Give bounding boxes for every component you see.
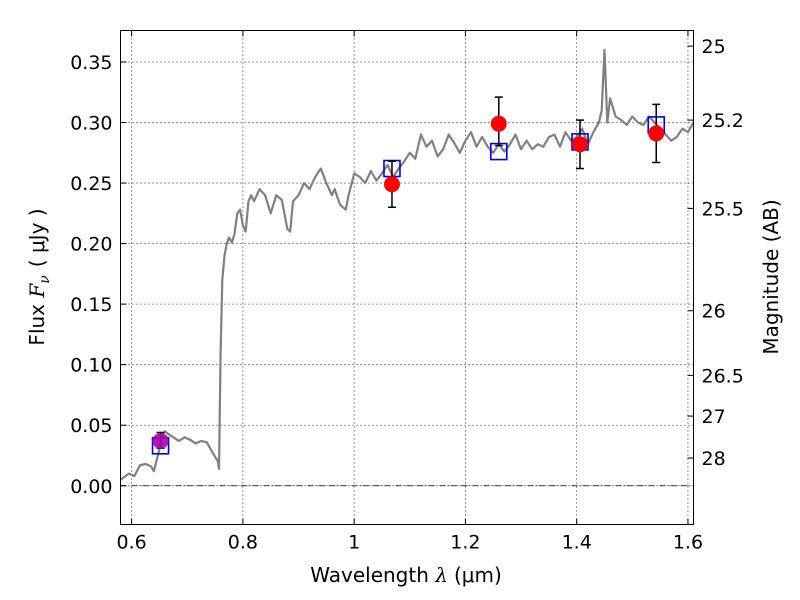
observed-point: [152, 432, 169, 449]
y-tick-label: 0.00: [70, 476, 112, 498]
y-axis-label-symbol: F: [25, 283, 49, 299]
magnitude-tick-label: 25: [702, 36, 726, 58]
y-tick-label: 0.20: [70, 234, 112, 256]
observed-point: [383, 176, 400, 193]
magnitude-tick-label: 28: [702, 448, 726, 470]
x-tick-label: 0.6: [117, 532, 147, 554]
magnitude-tick-label: 25.5: [702, 198, 744, 220]
x-axis-label: Wavelength λ (μm): [310, 563, 502, 587]
y-tick-label: 0.10: [70, 355, 112, 377]
y-axis-label: Flux Fν ( μJy ): [25, 208, 53, 345]
spectrum-series: [119, 48, 695, 481]
observed-point: [648, 125, 665, 142]
y-tick-label: 0.35: [70, 52, 112, 74]
magnitude-tick-label: 25.2: [702, 110, 744, 132]
y-tick-label: 0.30: [70, 113, 112, 135]
x-tick-label: 0.8: [228, 532, 258, 554]
y-tick-label: 0.25: [70, 173, 112, 195]
y-axis-label-subscript: ν: [37, 275, 53, 284]
y-tick-labels: 0.00 0.05 0.10 0.15 0.20 0.25 0.30 0.35: [70, 52, 112, 498]
observed-point: [572, 136, 589, 153]
y-axis-label-unit: ( μJy ): [25, 208, 49, 267]
magnitude-tick-label: 27: [702, 406, 726, 428]
y-axis-label-prefix: Flux: [25, 298, 49, 346]
observed-points-series: [152, 115, 665, 449]
axis-ticks: [120, 30, 694, 525]
plot-frame: [120, 30, 694, 525]
x-axis-label-prefix: Wavelength: [310, 563, 435, 587]
magnitude-tick-labels: 25 25.2 25.5 26 26.5 27 28: [702, 36, 744, 470]
x-tick-label: 1.6: [673, 532, 703, 554]
spectrum-line: [119, 48, 695, 481]
x-axis-label-symbol: λ: [434, 563, 448, 587]
x-tick-label: 1.2: [450, 532, 480, 554]
observed-point: [490, 115, 507, 132]
magnitude-tick-label: 26.5: [702, 365, 744, 387]
x-tick-label: 1.4: [562, 532, 592, 554]
magnitude-axis-label: Magnitude (AB): [759, 199, 783, 354]
x-axis-label-unit: (μm): [454, 563, 502, 587]
x-tick-label: 1: [348, 532, 360, 554]
y-tick-label: 0.05: [70, 415, 112, 437]
x-tick-labels: 0.6 0.8 1 1.2 1.4 1.6: [117, 532, 704, 554]
y-tick-label: 0.15: [70, 294, 112, 316]
magnitude-tick-label: 26: [702, 301, 726, 323]
